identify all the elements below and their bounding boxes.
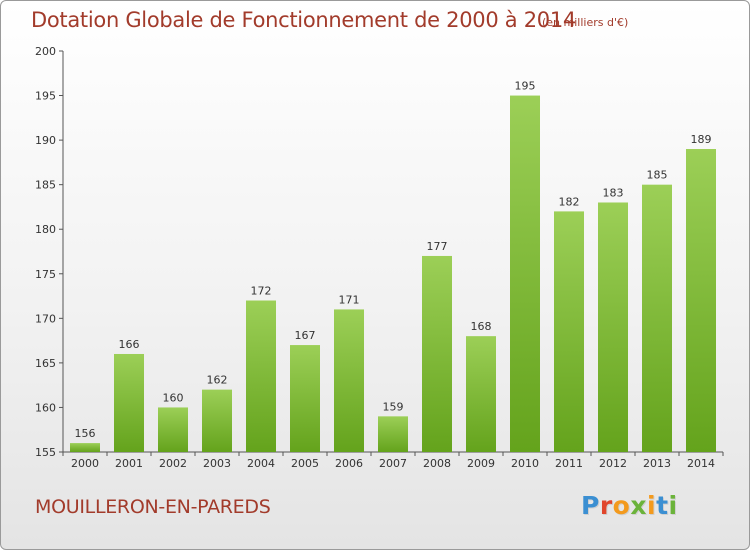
- bar-2012: [598, 202, 628, 452]
- x-tick-label: 2002: [159, 457, 187, 470]
- x-tick-label: 2009: [467, 457, 495, 470]
- proxiti-logo: Proxiti: [581, 491, 678, 520]
- bar-2004: [246, 300, 276, 452]
- bar-value-label: 162: [207, 374, 228, 387]
- y-tick-label: 160: [35, 401, 56, 414]
- y-tick-label: 200: [35, 45, 56, 58]
- bar-value-label: 166: [119, 338, 140, 351]
- bar-2014: [686, 149, 716, 452]
- x-tick-label: 2011: [555, 457, 583, 470]
- bar-2003: [202, 389, 232, 452]
- x-tick-label: 2014: [687, 457, 715, 470]
- bar-value-label: 183: [603, 186, 624, 199]
- y-tick-label: 175: [35, 268, 56, 281]
- y-tick-label: 165: [35, 357, 56, 370]
- chart-title: Dotation Globale de Fonctionnement de 20…: [31, 8, 576, 32]
- bar-value-label: 177: [427, 240, 448, 253]
- x-tick-label: 2005: [291, 457, 319, 470]
- bar-value-label: 156: [75, 427, 96, 440]
- bar-2005: [290, 345, 320, 452]
- bar-value-label: 168: [471, 320, 492, 333]
- bar-value-label: 171: [339, 293, 360, 306]
- x-tick-label: 2004: [247, 457, 275, 470]
- y-tick-label: 190: [35, 134, 56, 147]
- logo-letter: t: [656, 491, 669, 520]
- bar-value-label: 160: [163, 391, 184, 404]
- bar-value-label: 195: [515, 80, 536, 93]
- x-tick-label: 2010: [511, 457, 539, 470]
- x-tick-label: 2001: [115, 457, 143, 470]
- bar-value-label: 185: [647, 169, 668, 182]
- logo-letter: i: [647, 491, 657, 520]
- bar-value-label: 167: [295, 329, 316, 342]
- x-tick-label: 2012: [599, 457, 627, 470]
- logo-letter: x: [630, 491, 647, 520]
- y-tick-label: 195: [35, 90, 56, 103]
- x-tick-label: 2008: [423, 457, 451, 470]
- bar-2011: [554, 211, 584, 452]
- bar-value-label: 189: [691, 133, 712, 146]
- bar-2001: [114, 353, 144, 452]
- x-tick-label: 2000: [71, 457, 99, 470]
- logo-letter: r: [599, 491, 613, 520]
- chart-subtitle: (en milliers d'€): [542, 16, 629, 29]
- logo-letter: o: [612, 491, 631, 520]
- bar-value-label: 182: [559, 195, 580, 208]
- y-tick-label: 170: [35, 312, 56, 325]
- x-tick-label: 2006: [335, 457, 363, 470]
- y-tick-label: 180: [35, 223, 56, 236]
- logo-letter: P: [581, 491, 600, 520]
- y-tick-label: 155: [35, 446, 56, 459]
- bar-2013: [642, 184, 672, 452]
- bar-value-label: 159: [383, 400, 404, 413]
- bar-2008: [422, 255, 452, 452]
- bar-2007: [378, 416, 408, 452]
- bar-2000: [70, 443, 100, 452]
- bar-2009: [466, 336, 496, 452]
- x-tick-label: 2007: [379, 457, 407, 470]
- commune-name: MOUILLERON-EN-PAREDS: [35, 496, 271, 518]
- bar-value-label: 172: [251, 285, 272, 298]
- x-tick-label: 2003: [203, 457, 231, 470]
- bar-2010: [510, 95, 540, 453]
- x-tick-label: 2013: [643, 457, 671, 470]
- bar-2006: [334, 309, 364, 452]
- y-tick-label: 185: [35, 179, 56, 192]
- logo-letter: i: [668, 491, 678, 520]
- bar-2002: [158, 407, 188, 452]
